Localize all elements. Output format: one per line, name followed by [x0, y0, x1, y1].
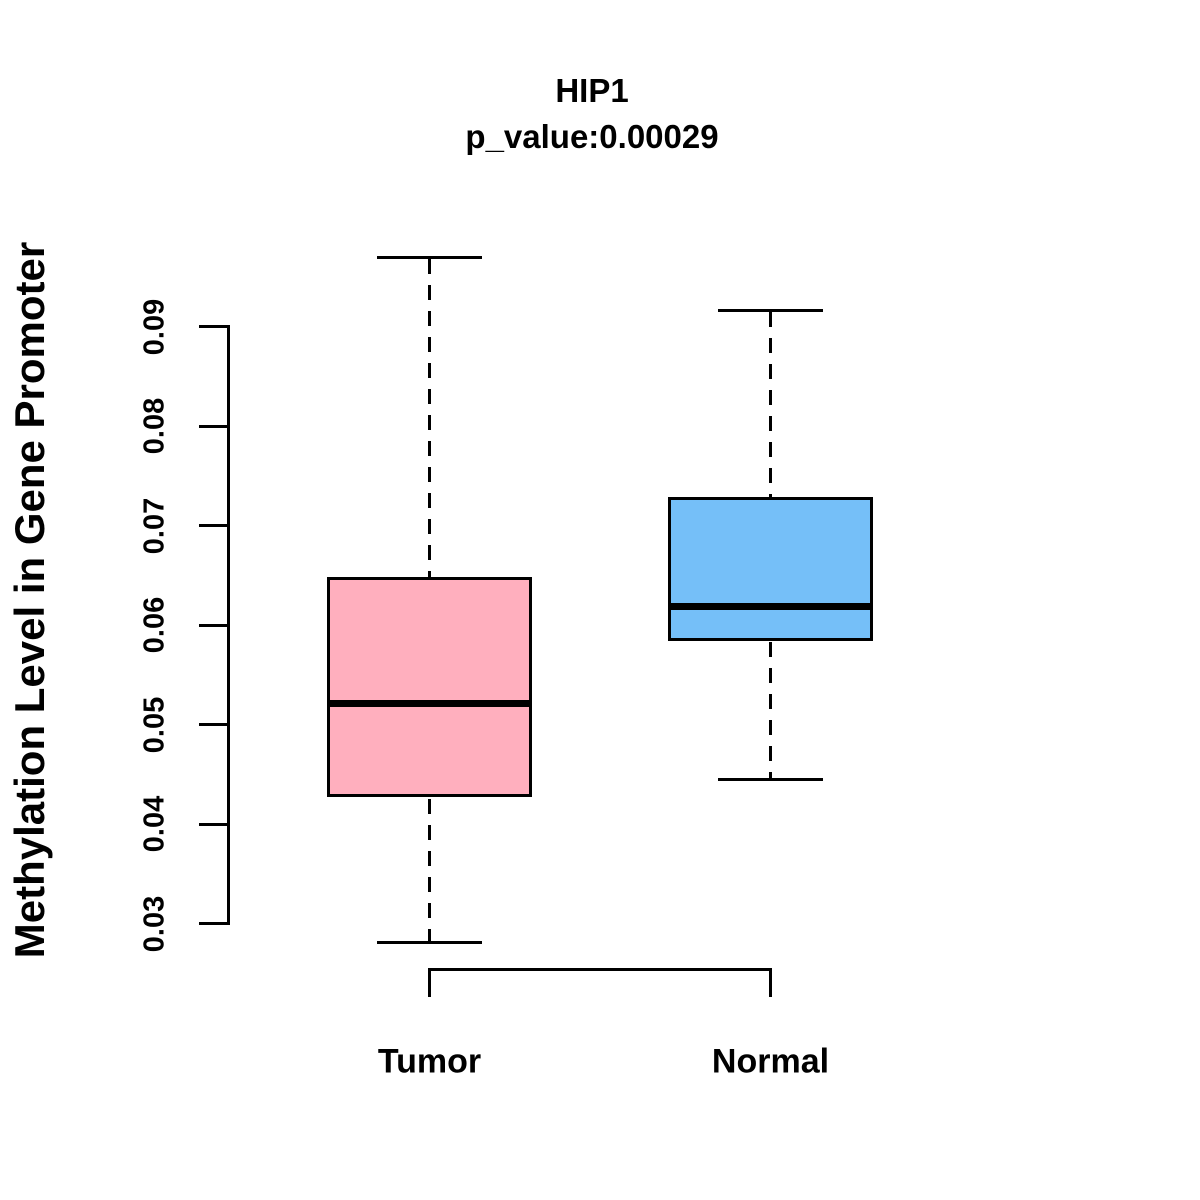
y-axis-tick-label: 0.03	[138, 895, 171, 952]
median-line	[327, 700, 532, 708]
lower-whisker-line	[428, 798, 431, 941]
y-axis-tick-label: 0.05	[138, 696, 171, 753]
y-axis-tick-label: 0.08	[138, 397, 171, 455]
chart-subtitle: p_value:0.00029	[465, 118, 719, 155]
chart-title: HIP1	[555, 72, 629, 109]
bracket-right-tick	[769, 968, 772, 997]
iqr-box-tumor	[327, 577, 532, 798]
y-axis-tick	[199, 424, 230, 428]
lower-whisker-line	[769, 642, 772, 778]
y-axis-tick-label: 0.04	[138, 795, 171, 853]
y-axis-tick	[199, 822, 230, 826]
y-axis-tick	[199, 524, 230, 527]
y-axis-tick-label: 0.07	[138, 497, 171, 554]
upper-whisker-line	[428, 259, 431, 578]
bracket-line	[428, 968, 772, 971]
lower-whisker-cap	[718, 777, 823, 781]
upper-whisker-cap	[718, 309, 823, 313]
y-axis-tick	[199, 325, 230, 328]
median-line	[668, 602, 873, 610]
bracket-left-tick	[428, 968, 431, 997]
y-axis-tick-label: 0.09	[138, 298, 171, 355]
lower-whisker-cap	[377, 940, 482, 944]
category-label-normal: Normal	[711, 1042, 830, 1081]
upper-whisker-line	[769, 312, 772, 497]
upper-whisker-cap	[377, 256, 482, 260]
y-axis-tick	[199, 723, 230, 726]
y-axis-tick	[199, 623, 230, 627]
category-label-tumor: Tumor	[377, 1042, 482, 1081]
y-axis-tick	[199, 922, 230, 925]
y-axis-tick-label: 0.06	[138, 596, 171, 654]
iqr-box-normal	[668, 496, 873, 641]
